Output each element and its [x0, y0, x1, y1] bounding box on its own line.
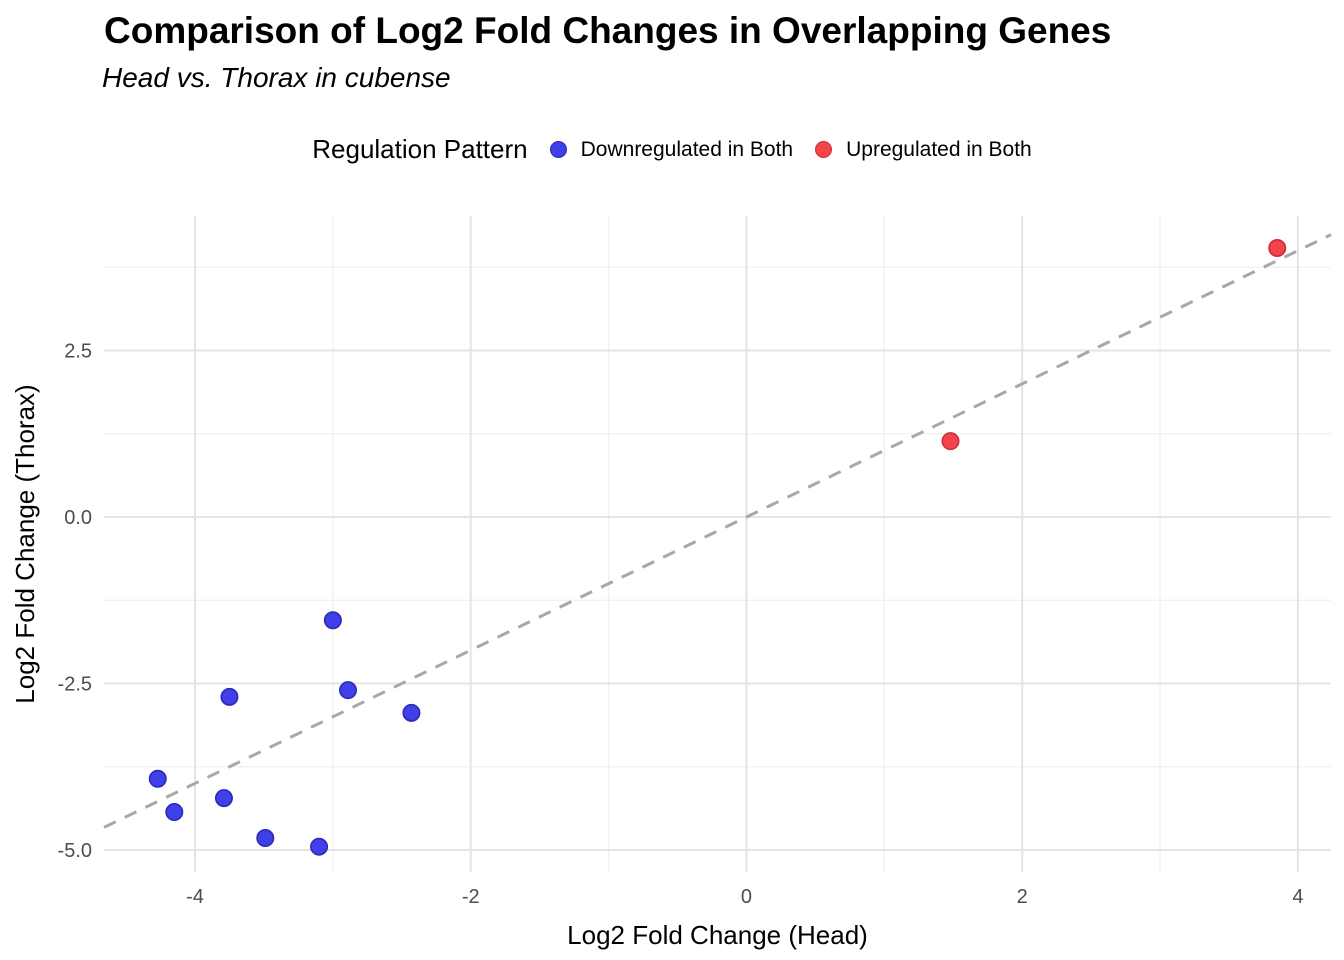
data-point [323, 611, 342, 630]
data-point [165, 803, 184, 822]
x-tick-label: -2 [462, 886, 480, 908]
data-point [220, 687, 239, 706]
y-tick-label: 0.0 [64, 507, 92, 529]
data-point [402, 703, 421, 722]
grid-major [104, 216, 1331, 872]
data-point [310, 837, 329, 856]
x-axis-title: Log2 Fold Change (Head) [567, 920, 868, 950]
chart-title: Comparison of Log2 Fold Changes in Overl… [104, 10, 1112, 51]
upregulated-dot-icon [815, 141, 833, 158]
identity-line [103, 233, 1332, 829]
y-tick-label: -5.0 [58, 840, 92, 862]
y-axis-title: Log2 Fold Change (Thorax) [10, 384, 40, 703]
data-point [148, 769, 167, 788]
x-tick-label: 4 [1292, 886, 1303, 908]
legend-label: Upregulated in Both [846, 137, 1032, 161]
y-tick-label: -2.5 [58, 674, 92, 696]
series-downregulated-in-both [148, 611, 421, 856]
x-tick-label: -4 [186, 886, 204, 908]
y-tick-label: 2.5 [64, 341, 92, 363]
downregulated-dot-icon [549, 141, 567, 158]
data-point [214, 789, 233, 808]
legend: Regulation Pattern Downregulated in Both… [0, 134, 1344, 165]
series-upregulated-in-both [941, 238, 1287, 451]
data-point [256, 829, 275, 848]
legend-title: Regulation Pattern [312, 134, 528, 164]
legend-item-downregulated: Downregulated in Both [549, 137, 794, 162]
chart-subtitle: Head vs. Thorax in cubense [102, 62, 451, 93]
data-point [1268, 238, 1287, 257]
data-point [339, 681, 358, 700]
grid-minor [104, 216, 1331, 872]
legend-item-upregulated: Upregulated in Both [815, 138, 1032, 162]
legend-label: Downregulated in Both [580, 137, 794, 161]
x-tick-label: 2 [1017, 886, 1028, 908]
x-tick-label: 0 [741, 886, 752, 908]
data-point [941, 432, 960, 451]
